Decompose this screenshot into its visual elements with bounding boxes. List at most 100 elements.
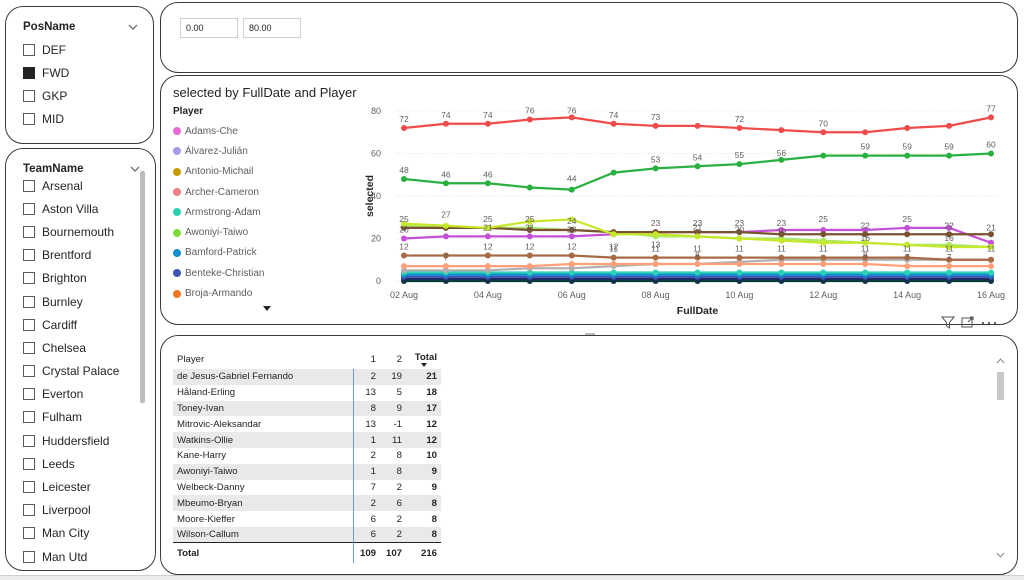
data-point[interactable] <box>736 125 743 131</box>
table-row[interactable]: Mbeumo-Bryan 2 6 8 <box>173 495 441 512</box>
teamname-item-leicester[interactable]: Leicester <box>23 475 141 498</box>
data-point[interactable] <box>526 269 533 276</box>
teamname-item-man-utd[interactable]: Man Utd <box>23 545 141 568</box>
data-point[interactable] <box>568 216 575 223</box>
legend-item[interactable]: Armstrong-Adam <box>173 202 353 222</box>
data-point[interactable] <box>820 261 827 267</box>
data-point[interactable] <box>988 263 994 270</box>
data-point[interactable] <box>904 254 911 261</box>
checkbox[interactable] <box>23 113 35 126</box>
data-point[interactable] <box>778 127 785 134</box>
teamname-item-aston-villa[interactable]: Aston Villa <box>23 197 141 220</box>
teamname-item-man-city[interactable]: Man City <box>23 522 141 545</box>
data-point[interactable] <box>778 269 785 276</box>
data-point[interactable] <box>442 222 449 229</box>
data-point[interactable] <box>442 180 449 187</box>
data-point[interactable] <box>442 120 449 127</box>
data-point[interactable] <box>694 163 701 170</box>
table-row[interactable]: Awoniyi-Taiwo 1 8 9 <box>173 463 441 480</box>
data-point[interactable] <box>568 233 575 240</box>
posname-slicer-header[interactable]: PosName <box>23 19 139 35</box>
data-point[interactable] <box>778 237 785 244</box>
data-point[interactable] <box>484 120 491 127</box>
data-point[interactable] <box>568 269 575 276</box>
checkbox[interactable] <box>23 179 35 192</box>
data-point[interactable] <box>904 224 911 231</box>
data-point[interactable] <box>988 239 994 246</box>
checkbox[interactable] <box>23 434 35 447</box>
data-point[interactable] <box>778 156 785 163</box>
data-point[interactable] <box>484 180 491 187</box>
data-point[interactable] <box>904 241 911 248</box>
data-point[interactable] <box>401 125 407 131</box>
table-row[interactable]: Welbeck-Danny 7 2 9 <box>173 479 441 496</box>
data-point[interactable] <box>778 261 785 267</box>
data-point[interactable] <box>988 114 994 121</box>
data-point[interactable] <box>652 269 659 276</box>
data-point[interactable] <box>946 122 953 129</box>
data-point[interactable] <box>526 218 533 225</box>
checkbox[interactable] <box>23 249 35 262</box>
data-point[interactable] <box>484 263 491 270</box>
data-point[interactable] <box>904 263 911 270</box>
filter-icon[interactable] <box>941 316 955 329</box>
teamname-item-fulham[interactable]: Fulham <box>23 406 141 429</box>
data-point[interactable] <box>401 220 407 227</box>
teamname-item-everton[interactable]: Everton <box>23 383 141 406</box>
data-point[interactable] <box>946 244 953 250</box>
data-point[interactable] <box>778 254 785 261</box>
legend-item[interactable]: Álvarez-Julián <box>173 141 353 161</box>
data-point[interactable] <box>946 256 953 263</box>
data-point[interactable] <box>820 239 827 246</box>
data-point[interactable] <box>778 227 785 233</box>
checkbox[interactable] <box>23 411 35 424</box>
teamname-scrollbar[interactable] <box>140 171 145 403</box>
data-point[interactable] <box>988 256 994 263</box>
data-point[interactable] <box>862 261 869 267</box>
data-point[interactable] <box>820 254 827 261</box>
checkbox[interactable] <box>23 365 35 378</box>
data-point[interactable] <box>820 227 827 233</box>
data-point[interactable] <box>904 269 911 276</box>
data-point[interactable] <box>526 116 533 123</box>
checkbox[interactable] <box>23 89 35 102</box>
teamname-item-liverpool[interactable]: Liverpool <box>23 499 141 522</box>
data-point[interactable] <box>484 267 491 274</box>
table-row[interactable]: Watkins-Ollie 1 11 12 <box>173 432 441 448</box>
legend-more-arrow-icon[interactable] <box>263 306 271 311</box>
data-point[interactable] <box>484 252 491 259</box>
data-point[interactable] <box>904 231 911 238</box>
teamname-slicer-header[interactable]: TeamName <box>23 161 141 177</box>
teamname-item-crystal-palace[interactable]: Crystal Palace <box>23 360 141 383</box>
data-point[interactable] <box>988 269 994 276</box>
data-point[interactable] <box>610 254 617 261</box>
data-point[interactable] <box>568 252 575 259</box>
data-point[interactable] <box>988 231 994 238</box>
data-point[interactable] <box>610 169 617 176</box>
data-point[interactable] <box>862 152 869 159</box>
data-point[interactable] <box>526 184 533 191</box>
chevron-down-icon[interactable] <box>129 163 141 175</box>
data-point[interactable] <box>610 269 617 276</box>
checkbox[interactable] <box>23 295 35 308</box>
checkbox[interactable] <box>23 341 35 354</box>
checkbox[interactable] <box>23 388 35 401</box>
data-point[interactable] <box>401 224 407 231</box>
data-point[interactable] <box>652 165 659 172</box>
data-point[interactable] <box>862 239 869 246</box>
data-point[interactable] <box>946 231 953 238</box>
table-row[interactable]: Håland-Erling 13 5 18 <box>173 384 441 401</box>
data-point[interactable] <box>442 233 449 240</box>
data-point[interactable] <box>568 261 575 267</box>
data-point[interactable] <box>401 235 407 242</box>
checkbox-checked[interactable] <box>23 66 35 79</box>
data-point[interactable] <box>401 267 407 274</box>
data-point[interactable] <box>652 254 659 261</box>
data-point[interactable] <box>610 261 617 267</box>
teamname-item-burnley[interactable]: Burnley <box>23 290 141 313</box>
table-row[interactable]: Mitrovic-Aleksandar 13 -1 12 <box>173 416 441 433</box>
table-row[interactable]: Wilson-Callum 6 2 8 <box>173 526 441 543</box>
checkbox[interactable] <box>23 318 35 331</box>
data-point[interactable] <box>778 231 785 238</box>
header-player[interactable]: Player <box>177 353 205 365</box>
